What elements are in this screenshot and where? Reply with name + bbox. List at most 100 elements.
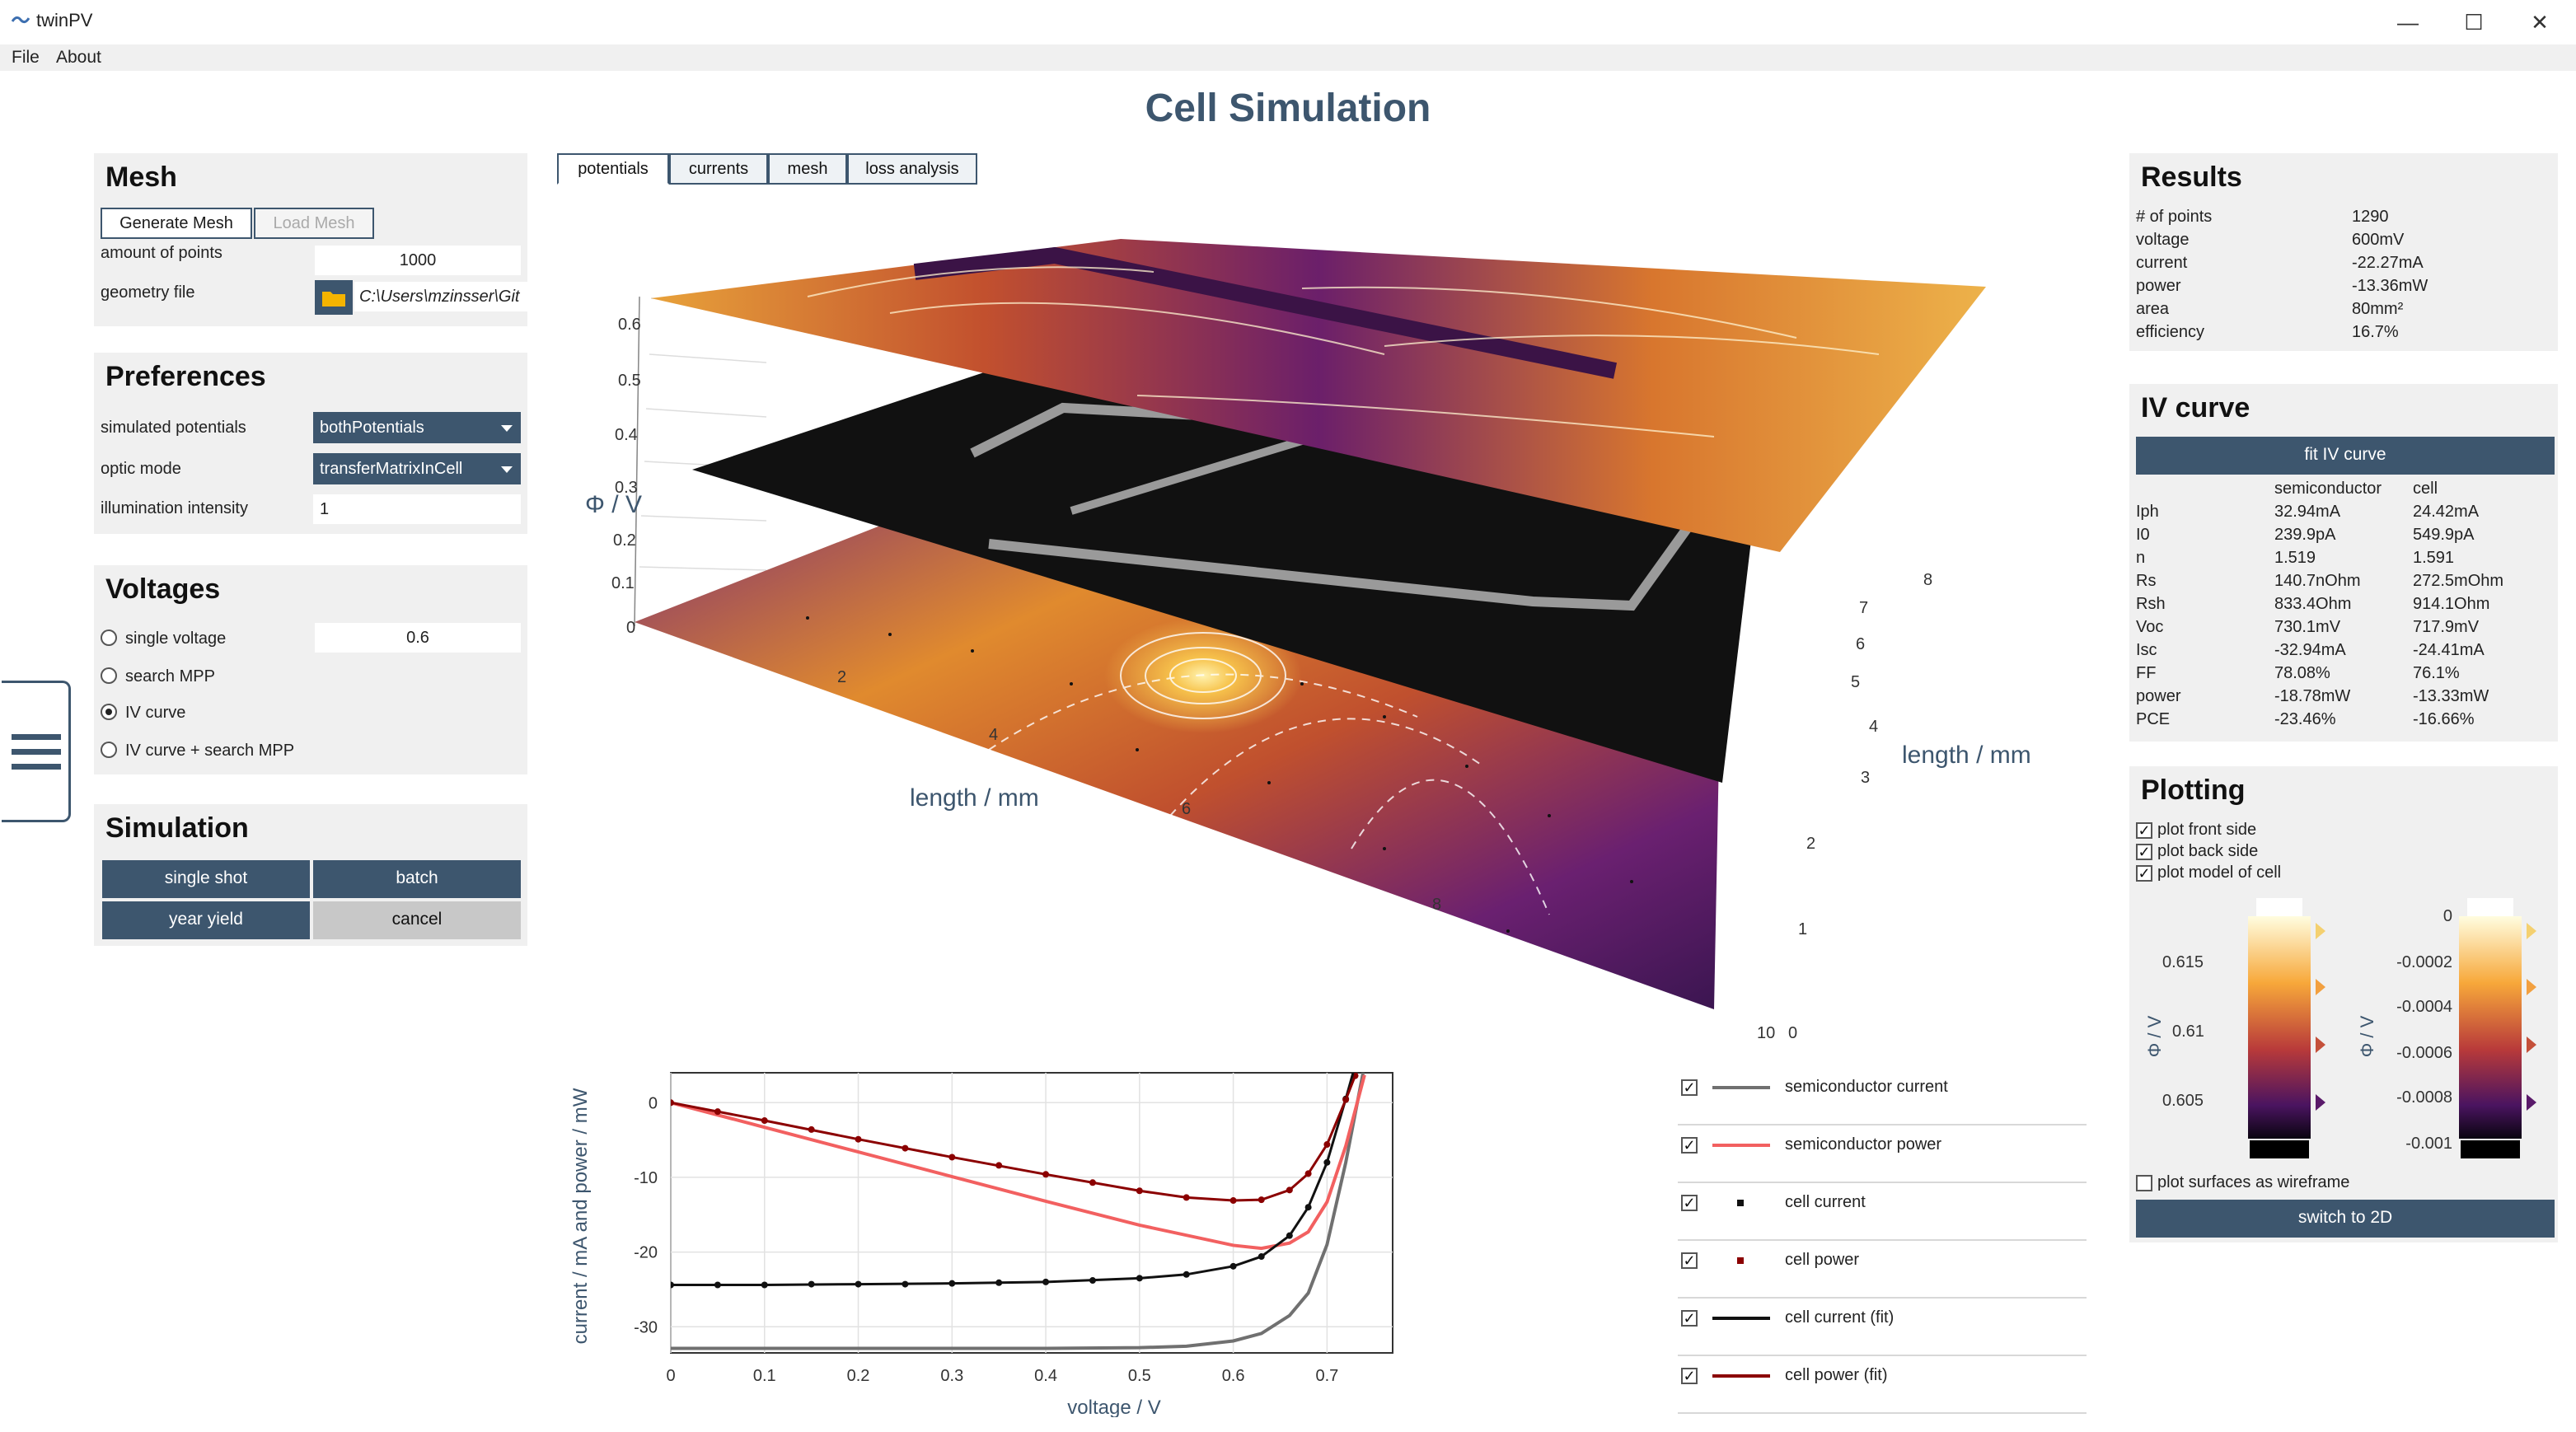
hamburger-icon [12,732,61,778]
z-axis [634,296,640,627]
top-contours [807,266,1880,438]
cancel-button[interactable]: cancel [313,901,521,939]
legend-checkbox[interactable]: ✓ [1681,1252,1698,1269]
legend-row: ✓ cell current [1678,1183,2087,1241]
folder-button[interactable] [315,280,353,315]
load-mesh-button[interactable]: Load Mesh [254,208,374,239]
potential-3d-plot[interactable]: 0.6 0.5 0.4 0.3 0.2 0.1 0 Φ / V 2 4 6 8 … [560,190,2093,1055]
iv-param-key: PCE [2136,710,2171,728]
iv-param-semiconductor: 239.9pA [2274,526,2336,544]
series-group [671,1073,1366,1350]
x-axis-label: voltage / V [1067,1397,1160,1417]
series-line [671,1075,1356,1202]
plotting-title: Plotting [2141,774,2246,806]
z-tick: 0.4 [615,426,638,444]
y-tick: 8 [1923,571,1932,589]
radio-single-voltage[interactable] [101,629,117,646]
radio-search-mpp[interactable] [101,667,117,684]
cb2-tick: 0 [2443,907,2452,925]
menu-file[interactable]: File [12,48,40,67]
preferences-title: Preferences [105,361,266,392]
tab-currents[interactable]: currents [669,153,768,185]
tab-mesh[interactable]: mesh [768,153,847,185]
checkbox-label: plot front side [2157,821,2257,839]
fit-iv-curve-button[interactable]: fit IV curve [2136,437,2555,475]
legend-checkbox[interactable]: ✓ [1681,1137,1698,1154]
checkbox-model[interactable]: ✓ [2136,865,2152,882]
minimize-button[interactable]: — [2397,10,2419,35]
batch-button[interactable]: batch [313,860,521,898]
optic-select[interactable]: transferMatrixInCell [313,453,521,484]
iv-param-key: Isc [2136,641,2157,659]
x-tick: 8 [1432,896,1441,914]
y-tick: 4 [1869,718,1878,736]
x-axis-label: length / mm [910,784,1039,812]
legend-checkbox[interactable]: ✓ [1681,1195,1698,1211]
radio-iv-curve-mpp[interactable] [101,742,117,758]
optic-label: optic mode [101,460,181,478]
iv-chart[interactable]: 0 0.1 0.2 0.3 0.4 0.5 0.6 0.7 0 -10 -20 -30 voltage… [557,1055,1678,1417]
checkbox-front[interactable]: ✓ [2136,822,2152,839]
single-voltage-input[interactable]: 0.6 [315,623,521,653]
legend-checkbox[interactable]: ✓ [1681,1079,1698,1096]
chevron-down-icon [501,466,513,473]
checkbox-wireframe[interactable] [2136,1175,2152,1191]
points-label: amount of points [101,244,222,262]
legend-checkbox[interactable]: ✓ [1681,1310,1698,1327]
top-grid-shadow [913,246,1618,379]
front-side-surface [651,239,1986,552]
z-tick: 0 [626,619,635,637]
checkbox-back[interactable]: ✓ [2136,844,2152,860]
result-value: 16.7% [2352,323,2399,341]
y-tick: 3 [1861,769,1870,787]
year-yield-button[interactable]: year yield [102,901,310,939]
iv-param-semiconductor: -18.78mW [2274,687,2351,705]
legend-label: semiconductor power [1785,1135,1942,1154]
contour-lines [988,632,1550,915]
geometry-file-input[interactable]: C:\Users\mzinsser\Git [354,282,527,311]
radio-label: IV curve + search MPP [125,742,295,760]
result-value: 80mm² [2352,300,2404,318]
radio-label: single voltage [125,629,227,648]
preferences-panel: Preferences simulated potentials bothPot… [94,353,527,534]
menu-about[interactable]: About [56,48,101,67]
iv-param-cell: -16.66% [2413,710,2475,728]
close-button[interactable]: ✕ [2531,10,2549,35]
tab-loss-analysis[interactable]: loss analysis [847,153,977,185]
generate-mesh-button[interactable]: Generate Mesh [101,208,252,239]
maximize-button[interactable]: ☐ [2464,10,2484,35]
y-axis-label: length / mm [1902,742,2031,769]
plotting-panel: Plotting ✓ plot front side ✓ plot back s… [2129,766,2558,1242]
simulation-title: Simulation [105,812,249,844]
result-key: voltage [2136,231,2190,249]
result-value: 600mV [2352,231,2405,249]
iv-param-semiconductor: 78.08% [2274,664,2330,682]
cb1-tick: 0.61 [2172,1023,2204,1041]
grid-lines [670,1073,1393,1353]
points-input[interactable]: 1000 [315,246,521,275]
tab-potentials[interactable]: potentials [557,153,669,185]
x-tick-label: 0.3 [940,1367,963,1385]
col-header-semiconductor: semiconductor [2274,480,2382,498]
single-shot-button[interactable]: single shot [102,860,310,898]
legend-checkbox[interactable]: ✓ [1681,1368,1698,1384]
switch-2d-button[interactable]: switch to 2D [2136,1200,2555,1238]
result-key: area [2136,300,2170,318]
radio-iv-curve[interactable] [101,704,117,720]
iv-param-key: n [2136,549,2146,567]
iv-param-cell: 1.591 [2413,549,2455,567]
side-menu-toggle[interactable] [2,681,71,822]
plot-area [670,1072,1393,1354]
iv-param-semiconductor: 730.1mV [2274,618,2341,636]
series-line [671,1073,1365,1350]
voltages-title: Voltages [105,573,221,605]
illumination-input[interactable]: 1 [313,494,521,524]
cb2-tick: -0.0006 [2396,1044,2452,1062]
potentials-select[interactable]: bothPotentials [313,412,521,443]
x-tick-label: 0.5 [1128,1367,1151,1385]
iv-param-semiconductor: 140.7nOhm [2274,572,2361,590]
legend-swatch [1737,1200,1744,1206]
results-title: Results [2141,161,2242,193]
iv-param-semiconductor: 833.4Ohm [2274,595,2352,613]
title-bar: twinPV — ☐ ✕ [0,0,2576,44]
